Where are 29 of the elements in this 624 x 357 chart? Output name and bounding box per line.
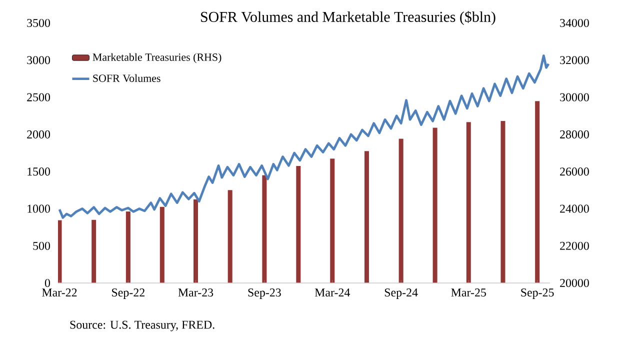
y-tick-label: 2500 xyxy=(27,93,50,102)
line-series xyxy=(58,54,550,219)
legend-label: Marketable Treasuries (RHS) xyxy=(92,53,222,64)
source-note: Source: U.S. Treasury, FRED. xyxy=(70,320,214,332)
y2-tick-label: 28000 xyxy=(560,130,589,138)
x-tick-label: Sep-23 xyxy=(248,288,281,299)
y-tick-label: 0 xyxy=(44,278,50,288)
y2-tick-label: 34000 xyxy=(560,18,589,28)
x-tick-label: Sep-24 xyxy=(384,288,418,299)
y2-tick-label: 32000 xyxy=(560,56,589,64)
x-tick-label: Sep-25 xyxy=(521,288,554,299)
y2-tick-label: 26000 xyxy=(560,168,589,176)
y2-tick-label: 24000 xyxy=(560,204,589,213)
y-tick-label: 2000 xyxy=(27,130,50,138)
legend-label: SOFR Volumes xyxy=(93,74,160,82)
y-tick-label: 1000 xyxy=(28,204,50,213)
y-tick-label: 1500 xyxy=(28,168,50,176)
chart-title: SOFR Volumes and Marketable Treasuries ($bln) xyxy=(201,11,496,26)
y2-tick-label: 22000 xyxy=(560,242,589,250)
x-tick-label: Mar-25 xyxy=(451,288,486,297)
y-tick-label: 3500 xyxy=(27,18,50,28)
y2-tick-label: 30000 xyxy=(560,93,589,102)
y2-tick-label: 20000 xyxy=(560,278,589,288)
x-tick-label: Sep-22 xyxy=(112,288,144,299)
x-tick-label: Mar-24 xyxy=(314,288,350,297)
x-tick-label: Mar-23 xyxy=(178,288,214,297)
y-tick-label: 500 xyxy=(33,242,50,250)
y-tick-label: 3000 xyxy=(27,56,50,64)
x-tick-label: Mar-22 xyxy=(42,288,77,297)
